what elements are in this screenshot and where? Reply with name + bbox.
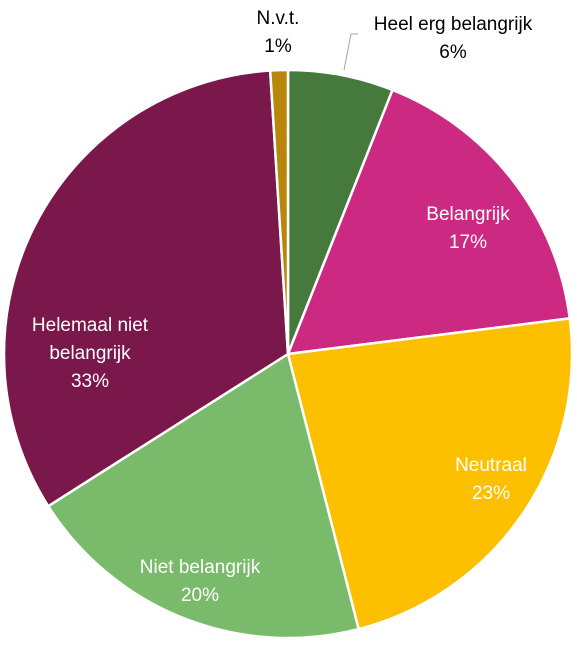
pie-slice-helemaal-niet-belangrijk bbox=[2, 69, 290, 508]
pie-slice-n-v-t bbox=[268, 68, 290, 356]
leader-line-heel-erg-belangrijk bbox=[343, 33, 358, 71]
slice-label-neutraal: Neutraal 23% bbox=[455, 455, 527, 504]
slices-layer bbox=[2, 68, 574, 640]
slice-percent-label: 23% bbox=[472, 483, 510, 504]
slice-label-niet-belangrijk: Niet belangrijk 20% bbox=[140, 557, 261, 606]
pie-slice-niet-belangrijk bbox=[46, 352, 360, 640]
pie-slice-belangrijk bbox=[286, 88, 572, 356]
slice-percent-label: 20% bbox=[181, 585, 219, 606]
leader-lines-layer bbox=[343, 33, 358, 71]
slice-label-belangrijk: Belangrijk 17% bbox=[426, 204, 510, 253]
slice-percent-label: 17% bbox=[449, 232, 487, 253]
slice-name-label: Helemaal niet bbox=[32, 315, 149, 336]
slice-name-label: Belangrijk bbox=[426, 204, 510, 225]
slice-name-label: Niet belangrijk bbox=[140, 557, 261, 578]
slice-name-label: Neutraal bbox=[455, 455, 527, 476]
slice-label-heel-erg-belangrijk: Heel erg belangrijk 6% bbox=[374, 14, 533, 63]
labels-layer: Heel erg belangrijk 6% Belangrijk 17% Neutra… bbox=[32, 8, 533, 606]
slice-name-label: Heel erg belangrijk bbox=[374, 14, 533, 35]
slice-label-helemaal-niet-belangrijk: Helemaal niet belangrijk 33% bbox=[32, 315, 149, 392]
slice-name-label: belangrijk bbox=[49, 343, 131, 364]
slice-label-n-v-t: N.v.t. 1% bbox=[257, 8, 300, 57]
slice-percent-label: 6% bbox=[439, 42, 467, 63]
slice-name-label: N.v.t. bbox=[257, 8, 300, 29]
slice-percent-label: 33% bbox=[71, 371, 109, 392]
pie-slice-neutraal bbox=[286, 317, 574, 631]
slice-percent-label: 1% bbox=[264, 36, 292, 57]
